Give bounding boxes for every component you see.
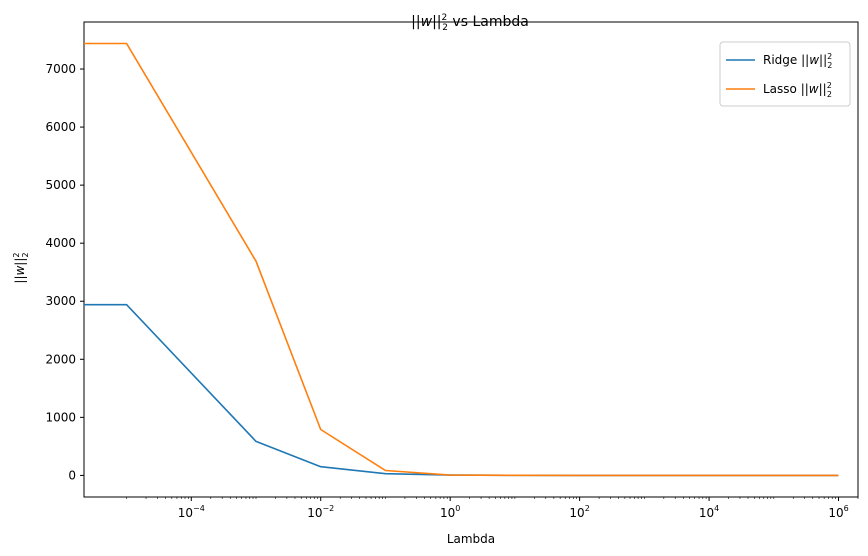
y-tick-label: 7000 xyxy=(45,62,76,76)
series-line-ridge xyxy=(84,303,839,477)
y-tick-label: 4000 xyxy=(45,236,76,250)
y-tick-label: 2000 xyxy=(45,352,76,366)
legend-label-lasso: Lasso ||w||2 2 xyxy=(763,81,832,99)
legend-frame xyxy=(719,41,851,107)
y-tick-label: 0 xyxy=(68,468,76,482)
x-tick-label: 100 xyxy=(440,504,460,520)
x-tick-label: 10−4 xyxy=(178,504,205,520)
x-tick-label: 10−2 xyxy=(307,504,334,520)
series-lines xyxy=(84,42,839,477)
y-tick-label: 5000 xyxy=(45,178,76,192)
x-axis: 10−4 10−2 100 102 104 106 xyxy=(126,497,859,520)
legend-label-ridge: Ridge ||w||2 2 xyxy=(763,52,832,70)
x-tick-label: 106 xyxy=(828,504,848,520)
chart-title: ||w||2 2 vs Lambda xyxy=(411,13,529,33)
x-tick-label: 104 xyxy=(699,504,719,520)
y-tick-label: 6000 xyxy=(45,120,76,134)
y-tick-label: 3000 xyxy=(45,294,76,308)
plot-area xyxy=(83,21,859,498)
y-axis: 0 1000 2000 3000 4000 5000 6000 7000 xyxy=(45,62,84,482)
x-axis-label: Lambda xyxy=(447,532,495,546)
y-axis-label: ||w||22 xyxy=(12,252,30,283)
legend: Ridge ||w||2 2 Lasso ||w||2 2 xyxy=(719,41,851,107)
y-tick-label: 1000 xyxy=(45,410,76,424)
x-tick-label: 102 xyxy=(569,504,589,520)
series-line-lasso xyxy=(84,42,839,477)
